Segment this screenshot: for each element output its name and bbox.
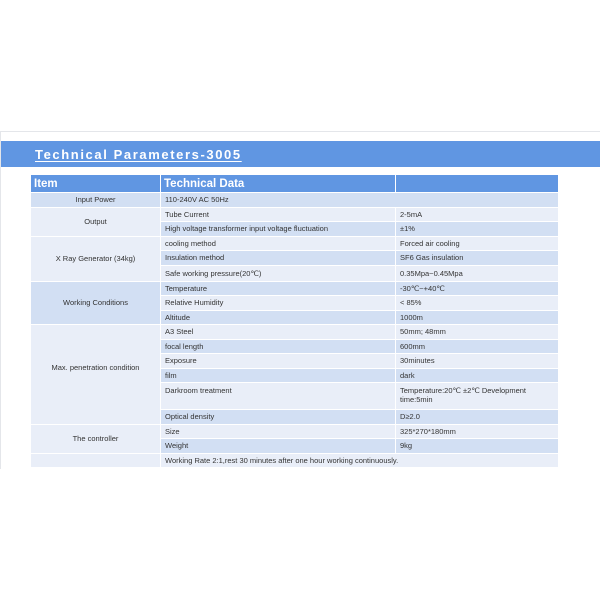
table-row: X Ray Generator (34kg) cooling method Fo… xyxy=(31,236,559,282)
value-cell: dark xyxy=(395,368,559,383)
value-cell: 50mm; 48mm xyxy=(395,324,559,340)
value-cell: 325*270*180mm xyxy=(395,424,559,439)
param-cell: Relative Humidity xyxy=(160,295,396,311)
param-cell: Exposure xyxy=(160,353,396,369)
title-banner: Technical Parameters-3005 xyxy=(1,141,600,167)
param-cell: film xyxy=(160,368,396,383)
table-row: Exposure 30minutes xyxy=(31,353,559,369)
param-cell: focal length xyxy=(160,339,396,354)
table-row: Relative Humidity < 85% xyxy=(31,295,559,311)
param-cell: cooling method xyxy=(160,236,396,251)
header-item: Item xyxy=(31,175,161,193)
param-cell: Safe working pressure(20℃) xyxy=(160,265,396,282)
value-cell: 0.35Mpa~0.45Mpa xyxy=(395,265,559,282)
header-extra xyxy=(395,175,559,193)
value-cell: 2-5mA xyxy=(395,207,559,222)
value-cell: Temperature:20℃ ±2℃ Development time:5mi… xyxy=(395,382,559,410)
item-cell-empty xyxy=(31,453,161,468)
table-header: Item Technical Data xyxy=(31,175,559,193)
table-row: Insulation method SF6 Gas insulation xyxy=(31,250,559,266)
table-row: Max. penetration condition A3 Steel 50mm… xyxy=(31,324,559,425)
item-cell: The controller xyxy=(31,424,161,454)
value-cell: ±1% xyxy=(395,221,559,237)
value-cell: SF6 Gas insulation xyxy=(395,250,559,266)
value-cell: Forced air cooling xyxy=(395,236,559,251)
table-row: High voltage transformer input voltage f… xyxy=(31,221,559,237)
value-cell: 1000m xyxy=(395,310,559,325)
param-cell: Altitude xyxy=(160,310,396,325)
table-row: Working Conditions Temperature -30℃~+40℃ xyxy=(31,281,559,325)
item-cell: Input Power xyxy=(31,192,161,208)
param-cell: Size xyxy=(160,424,396,439)
param-cell: A3 Steel xyxy=(160,324,396,340)
table-row: Altitude 1000m xyxy=(31,310,559,325)
table-row: Input Power 110-240V AC 50Hz xyxy=(31,192,559,208)
table-row: The controller Size 325*270*180mm xyxy=(31,424,559,454)
table-row: Working Rate 2:1,rest 30 minutes after o… xyxy=(31,453,559,468)
item-cell: Max. penetration condition xyxy=(31,324,161,425)
item-cell: X Ray Generator (34kg) xyxy=(31,236,161,282)
page-title: Technical Parameters-3005 xyxy=(35,147,242,162)
header-data: Technical Data xyxy=(160,175,396,193)
param-cell: Temperature xyxy=(160,281,396,296)
param-cell: Darkroom treatment xyxy=(160,382,396,410)
note-cell: Working Rate 2:1,rest 30 minutes after o… xyxy=(160,453,559,468)
table-row: Weight 9kg xyxy=(31,438,559,454)
param-cell: Optical density xyxy=(160,409,396,425)
value-cell: 600mm xyxy=(395,339,559,354)
value-cell: -30℃~+40℃ xyxy=(395,281,559,296)
param-cell: Weight xyxy=(160,438,396,454)
page-frame xyxy=(0,131,600,469)
table-row: Output Tube Current 2-5mA xyxy=(31,207,559,237)
item-cell: Output xyxy=(31,207,161,237)
value-cell: 30minutes xyxy=(395,353,559,369)
table-row: film dark xyxy=(31,368,559,383)
table-row: focal length 600mm xyxy=(31,339,559,354)
param-cell: Insulation method xyxy=(160,250,396,266)
item-cell: Working Conditions xyxy=(31,281,161,325)
table-row: Safe working pressure(20℃) 0.35Mpa~0.45M… xyxy=(31,265,559,282)
table-row: Optical density D≥2.0 xyxy=(31,409,559,425)
value-cell: 9kg xyxy=(395,438,559,454)
param-cell: Tube Current xyxy=(160,207,396,222)
value-cell: < 85% xyxy=(395,295,559,311)
param-cell: High voltage transformer input voltage f… xyxy=(160,221,396,237)
table-row: Darkroom treatment Temperature:20℃ ±2℃ D… xyxy=(31,382,559,410)
spec-table: Item Technical Data Input Power 110-240V… xyxy=(31,175,559,468)
value-cell: D≥2.0 xyxy=(395,409,559,425)
value-cell: 110-240V AC 50Hz xyxy=(160,192,559,208)
